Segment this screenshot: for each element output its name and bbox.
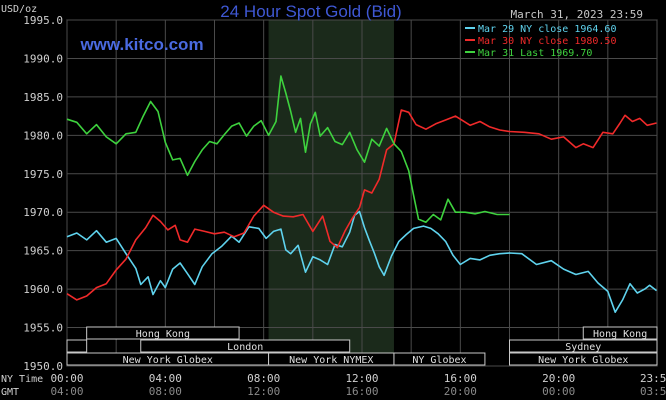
y-tick-label: 1990.0 — [23, 52, 63, 65]
session-bar — [140, 339, 351, 353]
price-series — [66, 75, 657, 314]
ny-session-shading — [268, 20, 394, 366]
x-tick-label-ny: 00:00 — [50, 372, 83, 385]
grid — [66, 19, 658, 367]
chart-title: 24 Hour Spot Gold (Bid) — [220, 2, 401, 21]
x-tick-label-ny: 12:00 — [345, 372, 378, 385]
x-tick-label-gmt: 00:00 — [542, 385, 575, 398]
session-label: New York NYMEX — [289, 355, 373, 366]
x-tick-label-gmt: 03:59 — [640, 385, 666, 398]
gmt-row-label: GMT — [1, 387, 19, 398]
x-tick-label-gmt: 04:00 — [50, 385, 83, 398]
series-line-2 — [66, 109, 657, 301]
y-tick-label: 1965.0 — [23, 245, 63, 258]
session-label: Sydney — [565, 342, 601, 353]
y-tick-label: 1960.0 — [23, 283, 63, 296]
x-tick-label-ny: 08:00 — [247, 372, 280, 385]
x-tick-label-gmt: 12:00 — [247, 385, 280, 398]
session-bar — [66, 339, 88, 353]
y-tick-label: 1995.0 — [23, 14, 63, 27]
y-tick-label: 1985.0 — [23, 91, 63, 104]
legend-entry: Mar 30 NY close 1980.50 — [478, 36, 616, 47]
session-bar — [509, 352, 658, 366]
session-bar — [509, 339, 658, 353]
x-tick-label-ny: 04:00 — [149, 372, 182, 385]
y-tick-label: 1975.0 — [23, 168, 63, 181]
x-tick-label-gmt: 20:00 — [444, 385, 477, 398]
session-label: Hong Kong — [136, 329, 190, 340]
y-tick-label: 1955.0 — [23, 322, 63, 335]
y-tick-label: 1950.0 — [23, 360, 63, 373]
session-bar — [582, 326, 658, 340]
series-line-1 — [66, 210, 657, 314]
session-label: New York Globex — [538, 355, 628, 366]
chart-date: March 31, 2023 23:59 — [511, 8, 643, 21]
session-bar — [86, 326, 240, 340]
axes: 1995.0 1990.0 1985.0 1980.0 1975.0 1970.0 1965… — [23, 14, 666, 398]
x-tick-label-ny: 20:00 — [542, 372, 575, 385]
session-label: Hong Kong — [593, 329, 647, 340]
y-axis-unit-label: USD/oz — [1, 4, 37, 15]
x-tick-label-ny: 16:00 — [444, 372, 477, 385]
session-label: New York Globex — [123, 355, 213, 366]
session-label: London — [227, 342, 263, 353]
series-line-3 — [66, 75, 510, 223]
market-sessions: Hong Kong Hong Kong London Sydney New York G… — [66, 326, 658, 366]
legend-entry: Mar 31 Last 1969.70 — [478, 48, 592, 59]
ny-time-row-label: NY Time — [1, 374, 43, 385]
watermark-url: www.kitco.com — [79, 35, 203, 54]
y-tick-label: 1980.0 — [23, 129, 63, 142]
y-tick-label: 1970.0 — [23, 206, 63, 219]
x-tick-label-ny: 23:59 — [640, 372, 666, 385]
session-bar — [393, 352, 486, 366]
x-tick-label-gmt: 16:00 — [345, 385, 378, 398]
session-label: NY Globex — [412, 355, 466, 366]
legend-entry: Mar 29 NY close 1964.60 — [478, 24, 616, 35]
x-tick-label-gmt: 08:00 — [149, 385, 182, 398]
